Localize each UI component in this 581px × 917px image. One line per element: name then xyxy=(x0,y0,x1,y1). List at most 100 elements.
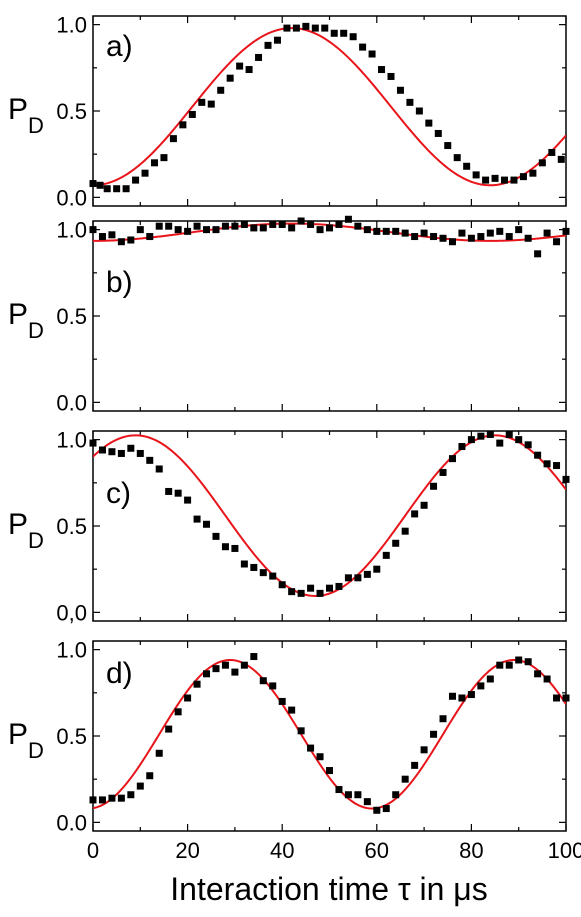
data-point xyxy=(363,798,371,806)
data-point xyxy=(297,727,305,735)
y-tick-label: 1.0 xyxy=(56,638,87,663)
data-point xyxy=(326,767,333,775)
data-point xyxy=(136,449,144,457)
data-point xyxy=(463,162,471,170)
x-tick-label: 100 xyxy=(548,838,581,863)
data-point xyxy=(311,24,319,32)
data-point xyxy=(174,708,182,716)
data-point xyxy=(250,653,258,661)
data-point xyxy=(117,238,125,246)
data-point xyxy=(203,670,211,678)
x-axis: 0 20 40 60 80 100 xyxy=(87,838,581,863)
data-point xyxy=(529,169,537,177)
data-point xyxy=(273,36,281,44)
data-point xyxy=(250,563,258,571)
data-point xyxy=(415,107,423,115)
data-point xyxy=(401,527,409,535)
data-point xyxy=(165,222,173,230)
y-axis-label-main: P xyxy=(8,298,28,331)
data-point xyxy=(420,229,428,237)
data-point xyxy=(236,62,244,70)
data-point xyxy=(264,41,272,49)
data-point xyxy=(524,441,532,449)
data-point xyxy=(278,697,286,705)
y-axis-label-main: P xyxy=(8,93,28,126)
data-point xyxy=(307,220,315,228)
data-point xyxy=(146,772,154,780)
data-point xyxy=(269,220,277,228)
data-point xyxy=(444,142,452,150)
data-point xyxy=(283,24,291,32)
y-axis-label-subscript: D xyxy=(28,738,44,763)
data-point xyxy=(117,794,125,802)
data-point xyxy=(340,29,348,37)
data-point xyxy=(363,570,371,578)
data-point xyxy=(382,227,390,235)
data-point xyxy=(146,456,154,464)
data-point xyxy=(392,227,400,235)
data-point xyxy=(184,496,192,504)
data-point xyxy=(184,694,192,702)
data-point xyxy=(193,222,201,230)
data-point xyxy=(136,226,144,234)
data-point xyxy=(169,135,177,143)
data-point xyxy=(240,220,248,228)
data-point xyxy=(496,439,504,447)
data-point xyxy=(321,24,329,32)
data-point xyxy=(231,668,239,676)
data-point xyxy=(122,185,130,193)
fit-curve xyxy=(93,659,566,810)
y-tick-label: 0.0 xyxy=(56,810,87,835)
data-point xyxy=(420,746,428,754)
x-axis-label: Interaction time τ in μs xyxy=(170,871,487,907)
data-point xyxy=(368,50,376,58)
data-point xyxy=(259,677,267,685)
data-point xyxy=(335,220,343,228)
data-point xyxy=(302,22,310,30)
data-point xyxy=(430,730,438,738)
panel-label: b) xyxy=(106,266,133,299)
data-point xyxy=(472,171,480,179)
data-point xyxy=(193,515,201,523)
data-point xyxy=(231,544,239,552)
y-tick-label: 1.0 xyxy=(56,13,87,38)
data-point xyxy=(448,238,456,246)
data-point xyxy=(411,510,419,518)
plot-frame xyxy=(92,640,567,832)
y-tick-label: 0.0 xyxy=(56,390,87,415)
data-point xyxy=(292,24,300,32)
data-point xyxy=(288,224,296,232)
data-point xyxy=(411,761,419,769)
data-point xyxy=(373,806,381,814)
data-points xyxy=(89,653,570,814)
data-point xyxy=(269,682,277,690)
data-point xyxy=(562,475,570,483)
data-point xyxy=(458,443,466,451)
data-point xyxy=(538,159,546,167)
y-axis-label-subscript: D xyxy=(28,528,44,553)
data-point xyxy=(316,589,324,597)
data-point xyxy=(486,430,494,438)
data-point xyxy=(278,581,286,589)
y-axis-label: PD xyxy=(8,93,44,138)
data-point xyxy=(359,43,367,51)
data-point xyxy=(240,560,248,568)
data-point xyxy=(411,233,419,241)
data-point xyxy=(307,584,315,592)
data-point xyxy=(221,661,229,669)
data-point xyxy=(396,86,404,94)
data-point xyxy=(98,446,106,454)
data-point xyxy=(515,436,523,444)
data-point xyxy=(188,110,196,118)
data-point xyxy=(221,222,229,230)
data-point xyxy=(316,753,324,761)
data-point xyxy=(344,574,352,582)
y-axis-label: PD xyxy=(8,298,44,343)
x-tick-label: 60 xyxy=(365,838,389,863)
panel-label: a) xyxy=(106,30,133,63)
data-point xyxy=(326,224,333,232)
x-tick-label: 40 xyxy=(270,838,294,863)
data-point xyxy=(155,465,163,473)
data-point xyxy=(515,226,523,234)
